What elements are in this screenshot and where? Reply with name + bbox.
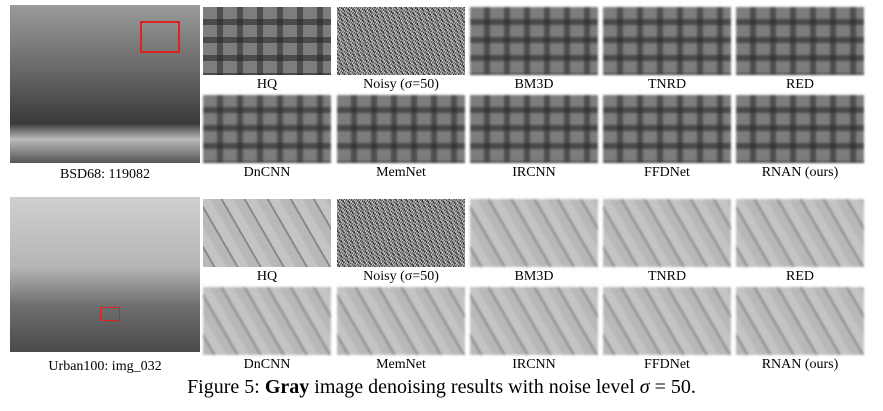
crop-label: RED (786, 269, 814, 284)
crop-label: HQ (256, 269, 278, 284)
crop-image (470, 199, 598, 267)
crop-label: MemNet (376, 165, 426, 180)
crop-image (203, 7, 331, 75)
image-label: BSD68: 119082 (59, 167, 151, 182)
caption-prefix: Figure 5: (187, 376, 260, 398)
crop-image (603, 7, 731, 75)
crop-label: RNAN (ours) (761, 357, 839, 372)
caption: Figure 5: Gray image denoising results w… (0, 376, 883, 399)
main-image (10, 5, 200, 163)
caption-end: = 50. (654, 376, 696, 398)
crop-label: IRCNN (512, 357, 556, 372)
main-image (10, 197, 200, 352)
crop-label: IRCNN (512, 165, 556, 180)
crop-image (203, 287, 331, 355)
zoom-box (140, 21, 180, 53)
crop-image (337, 199, 465, 267)
crop-label: Noisy (σ=50) (363, 77, 439, 92)
crop-image (736, 7, 864, 75)
crop-label: FFDNet (644, 165, 690, 180)
crop-label: RED (786, 77, 814, 92)
crop-image (470, 287, 598, 355)
crop-image (736, 287, 864, 355)
crop-label: RNAN (ours) (761, 165, 839, 180)
image-label: Urban100: img_032 (48, 359, 162, 374)
crop-label: DnCNN (243, 357, 291, 372)
caption-text: image denoising results with noise level (314, 376, 635, 398)
crop-label: TNRD (647, 269, 687, 284)
crop-image (470, 7, 598, 75)
zoom-box (100, 307, 120, 321)
crop-image (470, 95, 598, 163)
crop-image (203, 199, 331, 267)
crop-image (603, 95, 731, 163)
caption-bold: Gray (264, 376, 310, 398)
crop-label: FFDNet (644, 357, 690, 372)
crop-label: Noisy (σ=50) (363, 269, 439, 284)
crop-label: HQ (256, 77, 278, 92)
crop-label: DnCNN (243, 165, 291, 180)
crop-image (337, 7, 465, 75)
crop-label: MemNet (376, 357, 426, 372)
crop-label: BM3D (514, 269, 554, 284)
crop-image (736, 199, 864, 267)
caption-symbol: σ (639, 376, 650, 398)
crop-image (736, 95, 864, 163)
crop-label: BM3D (514, 77, 554, 92)
crop-image (603, 199, 731, 267)
crop-image (337, 95, 465, 163)
crop-label: TNRD (647, 77, 687, 92)
crop-image (203, 95, 331, 163)
crop-image (337, 287, 465, 355)
crop-image (603, 287, 731, 355)
